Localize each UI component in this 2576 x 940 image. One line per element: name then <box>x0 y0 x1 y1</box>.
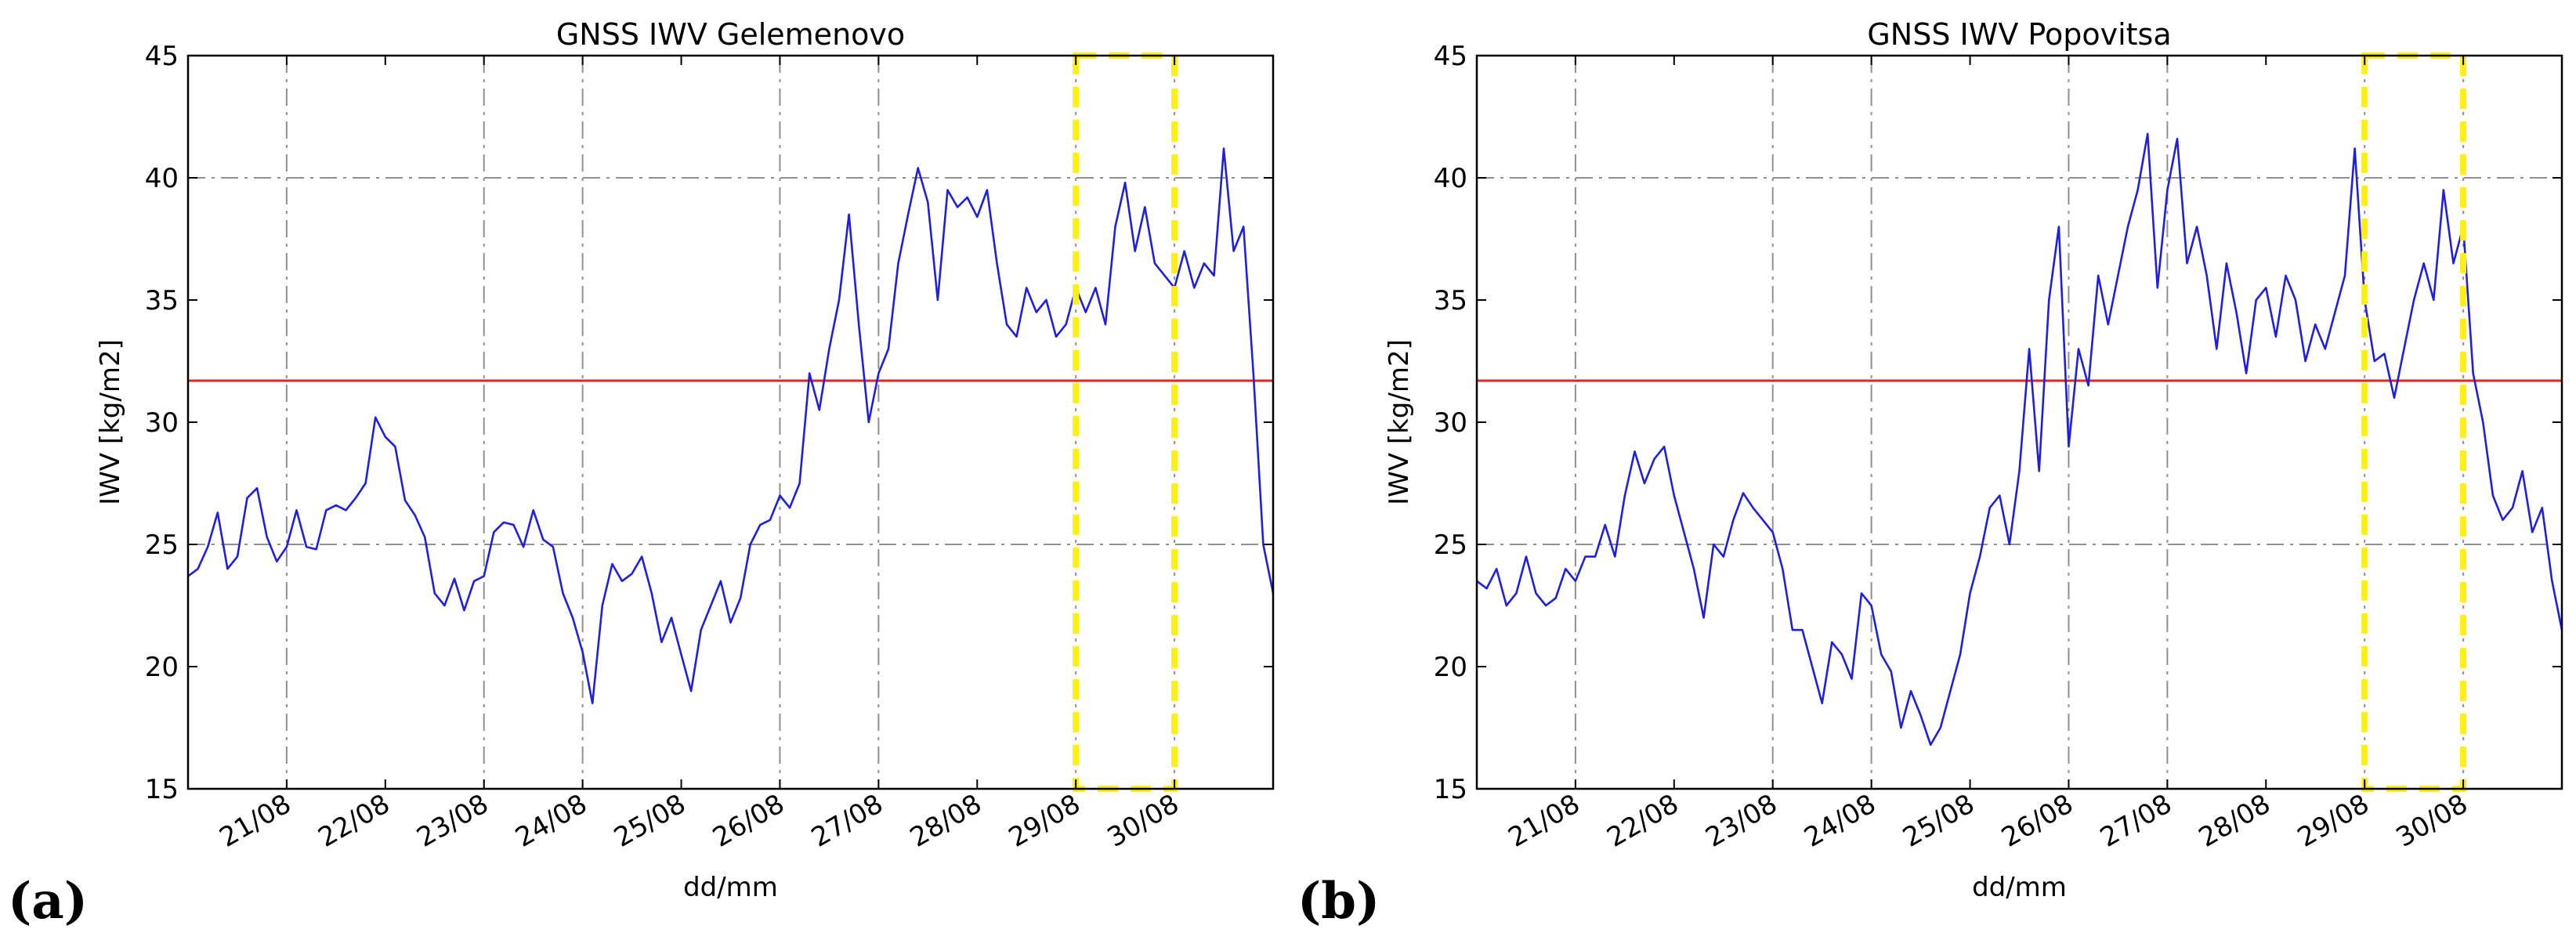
panel-label-b: (b) <box>1297 872 1380 931</box>
x-tick-label: 23/08 <box>411 788 494 854</box>
x-tick-label: 29/08 <box>2292 788 2375 854</box>
x-tick-label: 24/08 <box>510 788 592 854</box>
x-tick-label: 28/08 <box>2194 788 2276 854</box>
x-tick-label: 29/08 <box>1004 788 1086 854</box>
chart-title: GNSS IWV Popovitsa <box>1867 17 2171 52</box>
y-tick-label: 45 <box>1434 41 1467 72</box>
x-tick-label: 22/08 <box>313 788 395 854</box>
axes-frame <box>1475 54 2563 790</box>
y-tick-label: 25 <box>1434 530 1467 561</box>
x-tick-label: 21/08 <box>215 788 297 854</box>
y-tick-label: 35 <box>145 285 179 316</box>
x-axis-label: dd/mm <box>1972 872 2067 903</box>
y-axis-label: IWV [kg/m2] <box>95 339 126 505</box>
x-tick-label: 25/08 <box>1898 788 1980 854</box>
y-tick-label: 20 <box>145 652 179 683</box>
x-tick-label: 26/08 <box>1996 788 2079 854</box>
x-tick-label: 21/08 <box>1503 788 1586 854</box>
x-tick-label: 23/08 <box>1700 788 1782 854</box>
iwv-series-line <box>1476 132 2563 747</box>
panel-label-a: (a) <box>8 872 88 931</box>
y-axis-label: IWV [kg/m2] <box>1384 339 1415 505</box>
highlight-box <box>1073 52 1178 792</box>
y-tick-label: 15 <box>1434 774 1467 805</box>
y-tick-label: 15 <box>145 774 179 805</box>
y-tick-label: 20 <box>1434 652 1467 683</box>
x-tick-label: 24/08 <box>1799 788 1881 854</box>
y-tick-label: 40 <box>1434 163 1467 194</box>
y-tick-label: 30 <box>1434 407 1467 439</box>
x-tick-label: 26/08 <box>707 788 790 854</box>
x-axis-label: dd/mm <box>683 872 778 903</box>
y-tick-label: 40 <box>145 163 179 194</box>
axes-frame <box>186 54 1275 790</box>
x-tick-label: 27/08 <box>806 788 888 854</box>
x-tick-label: 30/08 <box>1102 788 1185 854</box>
iwv-series-line <box>187 147 1275 705</box>
y-tick-label: 25 <box>145 530 179 561</box>
x-tick-label: 25/08 <box>609 788 691 854</box>
y-tick-label: 35 <box>1434 285 1467 316</box>
chart-title: GNSS IWV Gelemenovo <box>556 17 905 52</box>
y-tick-label: 45 <box>145 41 179 72</box>
highlight-box <box>2361 52 2467 792</box>
x-tick-label: 30/08 <box>2391 788 2473 854</box>
x-tick-label: 22/08 <box>1601 788 1684 854</box>
x-tick-label: 27/08 <box>2095 788 2177 854</box>
x-tick-label: 28/08 <box>905 788 987 854</box>
y-tick-label: 30 <box>145 407 179 439</box>
